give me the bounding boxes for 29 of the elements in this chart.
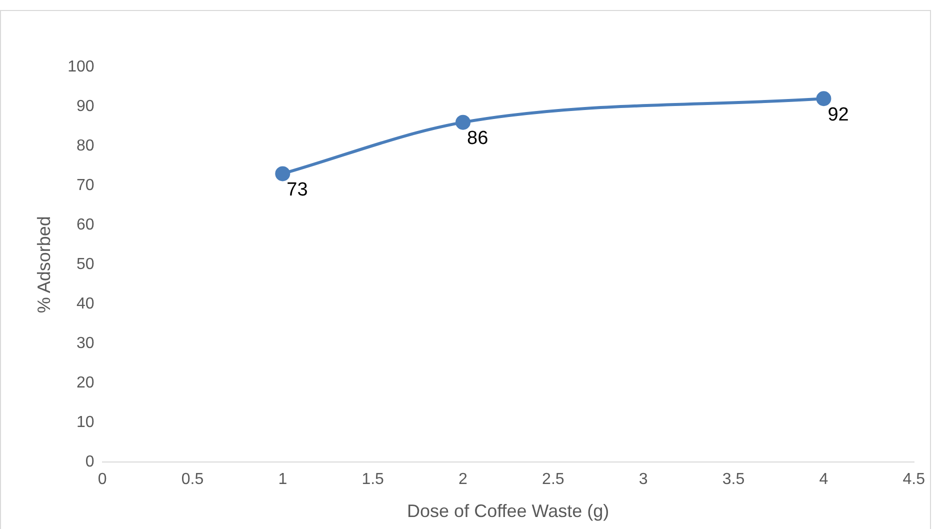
x-axis-title: Dose of Coffee Waste (g) <box>407 501 610 522</box>
y-tick-label: 50 <box>76 256 94 274</box>
x-tick-label: 4 <box>819 471 828 488</box>
y-tick-label: 90 <box>76 98 94 115</box>
x-tick-label: 3 <box>638 471 648 488</box>
point <box>275 166 290 182</box>
y-tick-label: 40 <box>76 296 94 313</box>
data-label: 86 <box>467 128 488 150</box>
x-tick-label: 3.5 <box>722 471 745 488</box>
y-tick-label: 100 <box>68 58 94 76</box>
x-tick-label: 0 <box>98 471 107 488</box>
x-tick-label: 4.5 <box>902 471 926 488</box>
y-tick-label: 60 <box>76 216 94 234</box>
point <box>456 114 470 130</box>
x-tick-label: 1 <box>278 471 288 488</box>
x-tick-label: 2 <box>458 471 468 488</box>
y-tick-label: 20 <box>76 374 94 392</box>
y-tick-label: 10 <box>76 414 94 432</box>
x-tick-label: 1.5 <box>362 471 384 488</box>
y-tick-label: 0 <box>85 454 94 471</box>
data-label: 92 <box>828 104 849 126</box>
y-tick-label: 30 <box>76 335 94 352</box>
y-tick-label: 70 <box>76 176 94 194</box>
data-label: 73 <box>286 179 308 200</box>
point <box>816 91 832 106</box>
y-tick-label: 80 <box>76 137 94 154</box>
y-axis-title: % Adsorbed <box>34 216 54 314</box>
x-tick-label: 0.5 <box>181 471 204 488</box>
x-tick-label: 2.5 <box>542 471 564 488</box>
